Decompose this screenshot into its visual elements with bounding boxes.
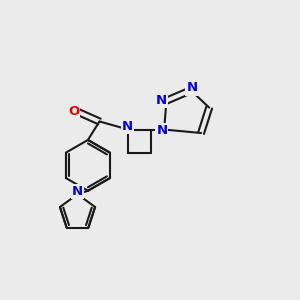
- Text: O: O: [68, 105, 79, 118]
- Text: N: N: [72, 185, 83, 198]
- Text: N: N: [156, 124, 167, 137]
- Text: N: N: [186, 82, 197, 94]
- Text: N: N: [156, 94, 167, 107]
- Text: N: N: [122, 120, 133, 133]
